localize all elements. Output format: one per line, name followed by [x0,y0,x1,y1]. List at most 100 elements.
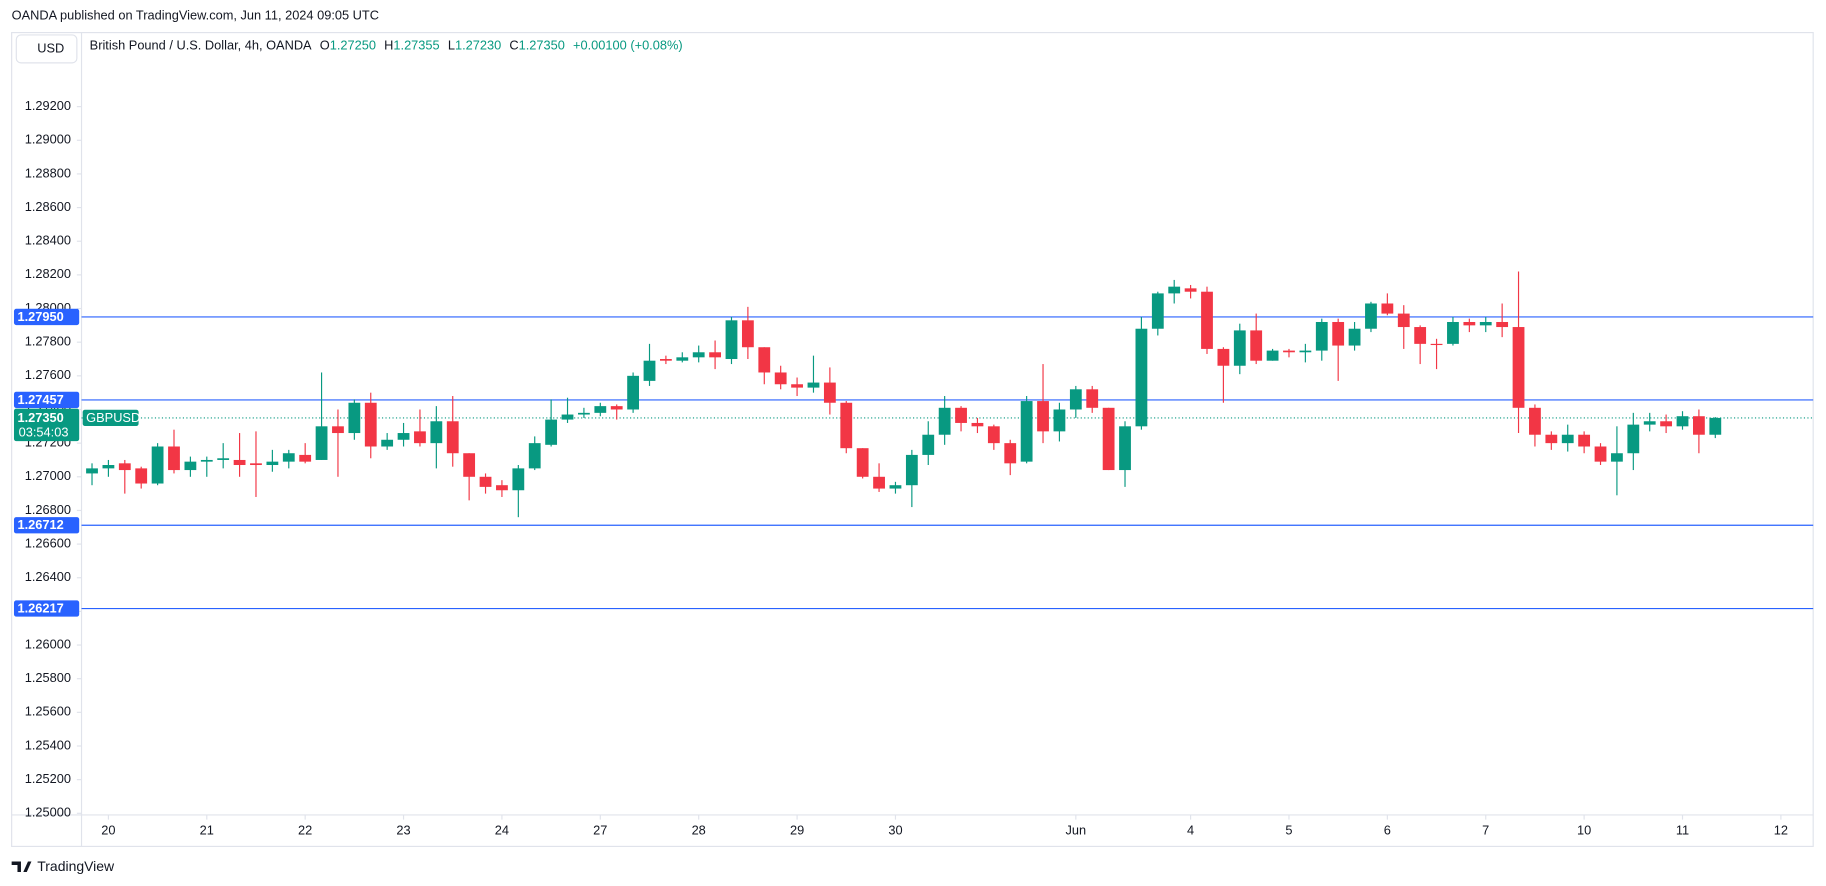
candle [856,448,869,479]
candle [1660,414,1673,434]
candle-body [1168,286,1181,294]
candle [512,465,525,518]
y-tick-label: 1.28200 [25,266,71,281]
candle [102,459,115,477]
high-value: 1.27355 [393,38,439,53]
candle-body [578,412,590,415]
candle [955,406,967,432]
candle [1332,318,1345,381]
candle [1233,323,1246,375]
candle [446,396,459,467]
y-tick-label: 1.27000 [25,468,71,483]
x-tick-label: 27 [593,823,607,838]
candle-body [86,468,98,474]
candle-body [364,402,377,447]
candle-body [1233,330,1246,366]
candle [1512,271,1525,434]
x-tick-label: 4 [1187,823,1194,838]
candle-body [1266,350,1279,361]
x-tick-label: Jun [1066,823,1087,838]
candle [184,456,197,477]
candle [1594,443,1607,466]
candle [692,345,705,363]
candle [561,397,574,423]
candle [1709,417,1722,439]
candle [709,340,721,370]
candle [1627,412,1640,471]
candle-body [430,421,443,444]
price-tag [13,517,80,534]
x-tick-label: 20 [101,823,115,838]
y-tick-label: 1.28600 [25,199,71,214]
candle-body [512,468,525,491]
tradingview-logo [11,861,32,873]
candle-body [102,465,115,469]
candle [1299,343,1312,363]
currency-button[interactable] [15,34,78,64]
candle [266,449,279,472]
candle-body [250,463,262,466]
candle [1611,426,1623,496]
candle [1184,284,1197,299]
x-tick-label: 7 [1482,823,1489,838]
x-tick-label: 6 [1384,823,1391,838]
candle [594,402,607,417]
candle [774,365,787,390]
candle [430,406,443,469]
candle [1414,325,1427,365]
candle [1447,316,1459,346]
candle-body [1529,407,1541,435]
candle [1365,301,1377,333]
candle-body [479,476,492,487]
price-tag-label: 1.27950 [17,309,63,324]
candle-body [528,443,541,469]
candle-body [676,357,689,361]
candle [873,463,885,492]
candle-body [709,352,721,358]
candle-body [118,463,131,471]
low-value: 1.27230 [455,38,501,53]
candle [151,443,164,486]
candle-body [282,453,295,462]
x-tick-label: 30 [888,823,902,838]
currency-label: USD [37,40,64,55]
y-tick-label: 1.28400 [25,233,71,248]
x-tick-label: 11 [1676,823,1689,838]
candle [1479,316,1492,333]
candle [610,404,623,420]
candle-body [1545,434,1558,444]
candle [1561,424,1574,452]
candle-body [1299,350,1312,353]
candle-body [151,446,164,484]
candle-body [1578,434,1591,447]
candle [1315,318,1328,361]
candle-body [922,434,935,455]
candle [971,417,984,434]
candle-body [807,382,820,388]
candle [200,456,213,477]
candle [233,433,246,477]
y-tick-label: 1.25400 [25,737,71,752]
candle [938,396,951,445]
candle [1348,321,1361,351]
price-tag [13,600,80,617]
candle-body [1151,293,1164,329]
candle [1496,303,1509,338]
candle-body [1479,321,1492,326]
candle-body [1332,321,1345,346]
candle [364,392,377,459]
candle-body [971,422,984,427]
candle [1266,348,1279,361]
candle-body [299,454,312,462]
candle [1119,421,1131,487]
candle-body [1660,421,1673,427]
candle-body [315,426,328,460]
x-tick-label: 21 [200,823,214,838]
candle-body [1250,330,1263,361]
candle-body [774,372,787,385]
y-tick-label: 1.26600 [25,535,71,550]
candle [168,429,180,474]
candle-body [446,421,459,454]
candle-body [1463,321,1476,326]
